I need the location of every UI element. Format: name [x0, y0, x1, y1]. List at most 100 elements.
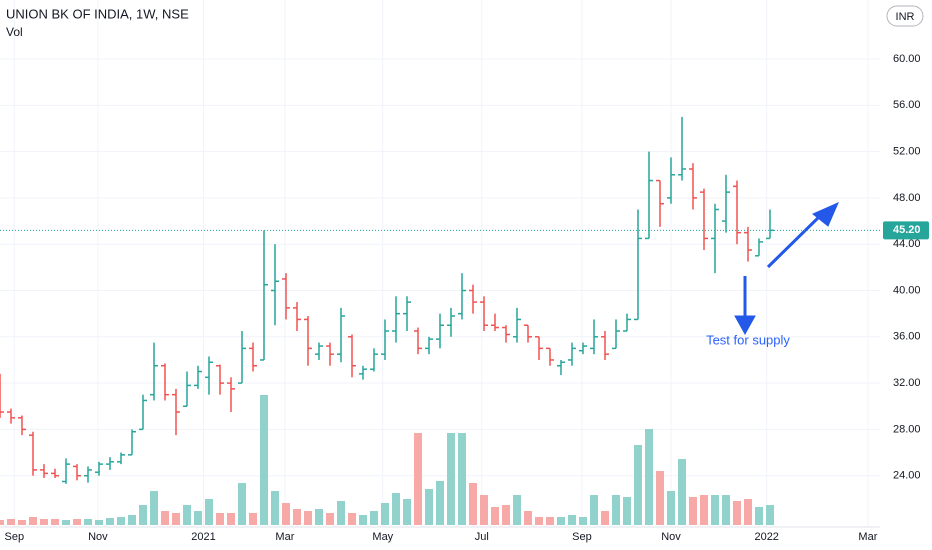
- volume-bar: [348, 513, 356, 525]
- volume-bar: [722, 495, 730, 525]
- x-tick-label: Nov: [661, 531, 681, 543]
- x-tick-label: 2022: [754, 531, 778, 543]
- volume-bar: [282, 503, 290, 525]
- y-tick-label: 60.00: [893, 53, 921, 65]
- volume-bar: [502, 505, 510, 525]
- volume-bar: [139, 505, 147, 525]
- arrows: [734, 202, 839, 336]
- volume-bar: [249, 513, 257, 525]
- volume-bar: [7, 519, 15, 525]
- annotation: Test for supply: [706, 332, 790, 347]
- volume-bar: [623, 497, 631, 525]
- volume-label: Vol: [6, 25, 23, 39]
- volume-bar: [62, 520, 70, 525]
- arrow-down-head: [734, 315, 756, 336]
- volume-bar: [337, 501, 345, 525]
- volume-bar: [315, 509, 323, 525]
- x-tick-label: Mar: [858, 531, 877, 543]
- volume-bar: [172, 513, 180, 525]
- volume-bar: [524, 511, 532, 525]
- x-tick-label: Sep: [5, 531, 25, 543]
- volume-bar: [579, 517, 587, 525]
- volume-bar: [205, 499, 213, 525]
- volume-bar: [755, 507, 763, 525]
- volume-bar: [238, 483, 246, 525]
- volume-bar: [744, 499, 752, 525]
- volume-bar: [711, 495, 719, 525]
- volume-bar: [689, 497, 697, 525]
- volume-bar: [84, 519, 92, 525]
- volume-bar: [95, 520, 103, 525]
- y-tick-label: 40.00: [893, 284, 921, 296]
- volume-bar: [0, 520, 4, 525]
- volume-bar: [491, 507, 499, 525]
- volume-bar: [535, 517, 543, 525]
- y-tick-label: 28.00: [893, 423, 921, 435]
- volume-bar: [414, 433, 422, 525]
- y-tick-label: 36.00: [893, 331, 921, 343]
- volume-bar: [326, 513, 334, 525]
- currency-badge[interactable]: [886, 5, 924, 27]
- x-tick-label: 2021: [191, 531, 215, 543]
- chart-title: UNION BK OF INDIA, 1W, NSE: [6, 6, 189, 21]
- volume-bar: [436, 481, 444, 525]
- volume-bar: [161, 511, 169, 525]
- y-tick-label: 56.00: [893, 99, 921, 111]
- volume-bar: [568, 515, 576, 525]
- volume-bar: [403, 499, 411, 525]
- currency: INR: [896, 11, 915, 23]
- volume-bar: [260, 395, 268, 525]
- volume-bar: [469, 483, 477, 525]
- arrow-up: [766, 212, 824, 269]
- volume-bar: [447, 433, 455, 525]
- volume-bar: [304, 511, 312, 525]
- volume-bar: [733, 501, 741, 525]
- y-tick-label: 48.00: [893, 192, 921, 204]
- volume-bar: [381, 503, 389, 525]
- volume-bar: [40, 519, 48, 525]
- arrow-up-head: [812, 202, 839, 227]
- volume-bar: [700, 495, 708, 525]
- last-price-label: 45.20: [893, 224, 921, 236]
- y-tick-label: 32.00: [893, 377, 921, 389]
- volume-bar: [425, 489, 433, 525]
- y-tick-label: 44.00: [893, 238, 921, 250]
- volume-bar: [183, 505, 191, 525]
- volume-bar: [634, 445, 642, 525]
- volume-bar: [678, 459, 686, 525]
- volume-bar: [293, 509, 301, 525]
- volume-bar: [106, 518, 114, 525]
- last-price-badge: [883, 221, 929, 240]
- volume-bar: [590, 495, 598, 525]
- x-tick-label: Nov: [88, 531, 108, 543]
- volume-bar: [656, 471, 664, 525]
- volume-bar: [601, 511, 609, 525]
- x-tick-label: May: [372, 531, 393, 543]
- x-tick-label: Sep: [572, 531, 592, 543]
- x-tick-label: Mar: [275, 531, 294, 543]
- y-tick-label: 24.00: [893, 470, 921, 482]
- volume-bar: [117, 517, 125, 525]
- volume-bar: [546, 517, 554, 525]
- volume-bar: [612, 495, 620, 525]
- volume-bar: [194, 511, 202, 525]
- volume-bar: [480, 495, 488, 525]
- volume-bar: [766, 505, 774, 525]
- grid: [0, 0, 880, 527]
- x-tick-label: Jul: [475, 531, 489, 543]
- volume-bar: [51, 519, 59, 525]
- y-tick-label: 52.00: [893, 146, 921, 158]
- volume-bar: [370, 511, 378, 525]
- volume-bar: [667, 491, 675, 525]
- volume-bar: [216, 513, 224, 525]
- volume-bar: [128, 515, 136, 525]
- volume-bar: [73, 519, 81, 525]
- volume-bar: [271, 491, 279, 525]
- volume-bar: [150, 491, 158, 525]
- volume-bar: [645, 429, 653, 525]
- volume-bar: [392, 493, 400, 525]
- volume-bar: [513, 495, 521, 525]
- volume-bar: [227, 513, 235, 525]
- volume-bar: [359, 515, 367, 525]
